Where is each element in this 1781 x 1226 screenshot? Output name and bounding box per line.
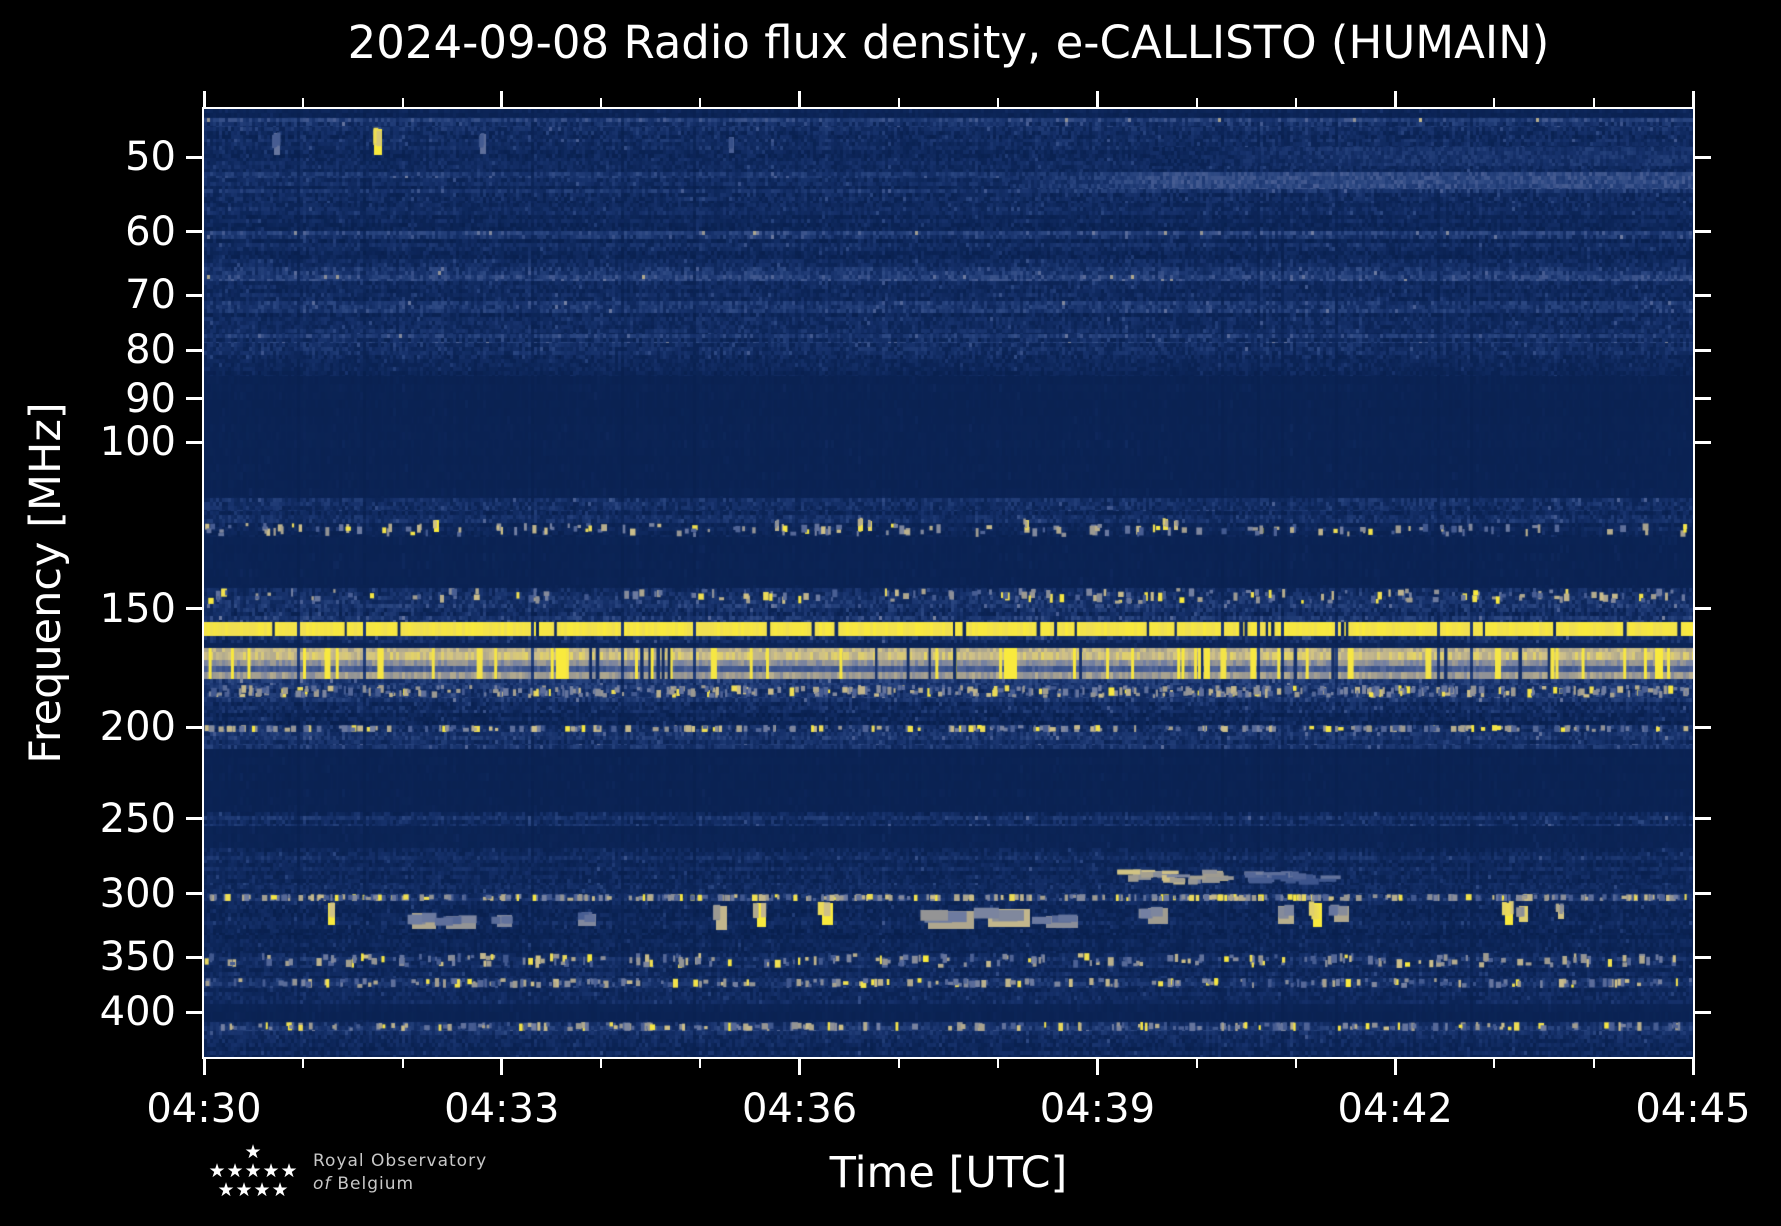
y-major-tick (1693, 293, 1711, 297)
chart-title: 2024-09-08 Radio flux density, e-CALLIST… (347, 16, 1550, 69)
y-major-tick (1693, 725, 1711, 729)
y-major-tick (1693, 230, 1711, 234)
x-major-tick (500, 1057, 504, 1075)
x-minor-tick (600, 98, 603, 109)
x-minor-tick (401, 98, 404, 109)
x-minor-tick (1195, 98, 1198, 109)
x-major-tick (1393, 1057, 1397, 1075)
y-major-tick (1693, 440, 1711, 444)
x-minor-tick (897, 1057, 900, 1068)
x-minor-tick (1493, 1057, 1496, 1068)
star-icon: ★ (244, 1141, 262, 1163)
x-major-tick (500, 91, 504, 109)
y-tick-label: 70 (125, 272, 176, 319)
logo-belgium: Belgium (337, 1174, 415, 1194)
x-major-tick (202, 1057, 206, 1075)
x-major-tick (1095, 91, 1099, 109)
x-minor-tick (302, 98, 305, 109)
y-major-tick (1693, 892, 1711, 896)
x-major-tick (1095, 1057, 1099, 1075)
logo-of: of (313, 1174, 332, 1194)
y-major-tick (186, 1010, 204, 1014)
spectrogram-canvas (204, 109, 1693, 1057)
x-major-tick (1393, 91, 1397, 109)
y-tick-label: 300 (99, 870, 176, 917)
star-icon: ★ (217, 1179, 235, 1201)
y-tick-label: 90 (125, 375, 176, 422)
y-tick-label: 60 (125, 208, 176, 255)
x-major-tick (202, 91, 206, 109)
logo-text-line2: of Belgium (313, 1174, 414, 1194)
y-major-tick (186, 607, 204, 611)
y-tick-label: 80 (125, 327, 176, 374)
x-tick-label: 04:39 (1039, 1086, 1156, 1132)
x-minor-tick (1592, 98, 1595, 109)
star-icon: ★ (244, 1160, 262, 1182)
x-minor-tick (1294, 98, 1297, 109)
x-axis-label: Time [UTC] (829, 1148, 1068, 1198)
y-major-tick (1693, 1010, 1711, 1014)
star-icon: ★ (208, 1160, 226, 1182)
x-minor-tick (1195, 1057, 1198, 1068)
star-icon: ★ (235, 1179, 253, 1201)
y-major-tick (1693, 348, 1711, 352)
y-major-tick (186, 440, 204, 444)
y-axis-label: Frequency [MHz] (21, 402, 71, 764)
y-major-tick (186, 230, 204, 234)
y-major-tick (186, 155, 204, 159)
x-major-tick (1691, 91, 1695, 109)
y-tick-label: 400 (99, 989, 176, 1035)
star-icon: ★ (271, 1179, 289, 1201)
y-major-tick (1693, 955, 1711, 959)
x-major-tick (1691, 1057, 1695, 1075)
y-major-tick (1693, 607, 1711, 611)
y-major-tick (1693, 397, 1711, 401)
x-minor-tick (699, 98, 702, 109)
y-major-tick (186, 348, 204, 352)
x-tick-label: 04:30 (146, 1086, 262, 1132)
x-minor-tick (997, 98, 1000, 109)
x-minor-tick (1294, 1057, 1297, 1068)
y-major-tick (186, 892, 204, 896)
y-tick-label: 200 (99, 704, 176, 750)
star-icon: ★ (226, 1160, 244, 1182)
y-major-tick (186, 725, 204, 729)
y-tick-label: 100 (99, 419, 176, 465)
x-minor-tick (1493, 98, 1496, 109)
x-tick-label: 04:36 (741, 1086, 858, 1132)
y-tick-label: 250 (99, 795, 176, 842)
y-major-tick (186, 397, 204, 401)
y-major-tick (186, 817, 204, 821)
x-tick-label: 04:45 (1635, 1086, 1751, 1132)
star-icon: ★ (262, 1160, 280, 1182)
y-major-tick (186, 955, 204, 959)
star-icon: ★ (280, 1160, 298, 1182)
y-tick-label: 350 (99, 934, 176, 981)
y-tick-label: 150 (99, 585, 176, 632)
x-minor-tick (1592, 1057, 1595, 1068)
y-major-tick (186, 293, 204, 297)
x-minor-tick (600, 1057, 603, 1068)
x-minor-tick (897, 98, 900, 109)
x-major-tick (798, 1057, 802, 1075)
y-major-tick (1693, 155, 1711, 159)
x-minor-tick (302, 1057, 305, 1068)
x-tick-label: 04:33 (444, 1086, 560, 1132)
x-minor-tick (997, 1057, 1000, 1068)
x-tick-label: 04:42 (1337, 1086, 1453, 1132)
y-major-tick (1693, 817, 1711, 821)
y-tick-label: 50 (125, 134, 176, 180)
star-icon: ★ (253, 1179, 271, 1201)
logo-text-line1: Royal Observatory (313, 1151, 488, 1171)
x-minor-tick (699, 1057, 702, 1068)
x-minor-tick (401, 1057, 404, 1068)
x-major-tick (798, 91, 802, 109)
